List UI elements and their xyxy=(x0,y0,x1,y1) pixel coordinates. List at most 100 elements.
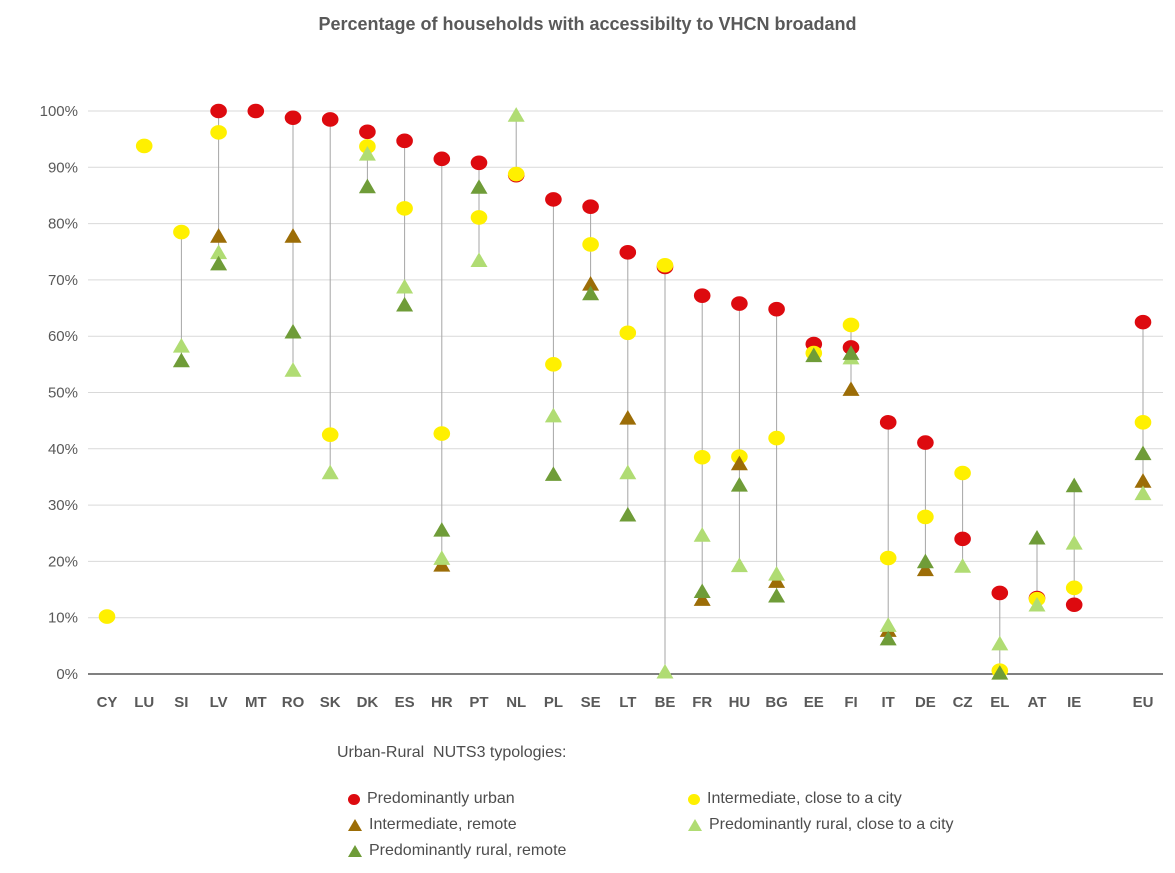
data-point-marker xyxy=(582,276,600,291)
data-point-marker xyxy=(358,145,376,161)
legend-item-label: Intermediate, close to a city xyxy=(707,790,902,807)
y-tick-label: 60% xyxy=(48,328,78,345)
data-point-marker xyxy=(954,465,971,481)
data-point-marker xyxy=(1065,597,1083,613)
data-point-marker xyxy=(768,430,785,446)
x-tick-label-fr: FR xyxy=(692,694,712,711)
x-tick-label-fi: FI xyxy=(844,694,857,711)
x-tick-label-dk: DK xyxy=(357,694,379,711)
data-point-marker xyxy=(768,565,786,581)
data-point-marker xyxy=(1028,529,1046,545)
data-point-marker xyxy=(693,288,711,303)
data-point-marker xyxy=(321,427,339,443)
x-tick-label-de: DE xyxy=(915,694,936,711)
x-tick-label-ie: IE xyxy=(1067,694,1081,711)
data-point-marker xyxy=(768,587,786,603)
data-point-marker xyxy=(507,107,525,122)
y-tick-label: 50% xyxy=(48,385,78,402)
legend-item-urban: Predominantly urban xyxy=(348,790,688,808)
legend-circle-icon xyxy=(688,793,700,805)
chart-title: Percentage of households with accessibil… xyxy=(318,14,857,34)
y-tick-label: 100% xyxy=(40,103,78,120)
data-point-marker xyxy=(470,252,488,267)
x-tick-label-pl: PL xyxy=(544,694,563,711)
data-point-marker xyxy=(321,464,339,480)
data-point-marker xyxy=(619,325,637,341)
series-rural_city xyxy=(172,107,1152,679)
data-point-marker xyxy=(98,609,116,624)
x-tick-label-si: SI xyxy=(174,694,188,711)
data-point-marker xyxy=(321,112,339,127)
data-point-marker xyxy=(916,553,934,569)
series-int_remote xyxy=(210,228,1152,637)
data-point-marker xyxy=(172,352,190,368)
legend-item-label: Predominantly rural, remote xyxy=(369,842,567,859)
series-rural_remote xyxy=(172,178,1152,680)
data-point-marker xyxy=(582,285,600,301)
data-point-marker xyxy=(582,199,599,215)
data-point-marker xyxy=(470,155,488,171)
data-point-marker xyxy=(1134,314,1152,330)
data-point-marker xyxy=(396,201,413,216)
x-tick-label-lv: LV xyxy=(210,694,228,711)
data-point-marker xyxy=(396,278,414,294)
data-point-marker xyxy=(507,166,525,182)
legend-circle-icon xyxy=(348,793,360,805)
x-tick-label-be: BE xyxy=(655,694,676,711)
data-point-marker xyxy=(879,550,897,566)
data-point-marker xyxy=(396,133,413,149)
x-tick-label-hu: HU xyxy=(729,694,751,711)
data-point-marker xyxy=(842,345,860,360)
data-point-marker xyxy=(545,192,562,207)
data-point-marker xyxy=(768,573,786,588)
data-point-marker xyxy=(805,347,823,363)
data-point-marker xyxy=(1028,596,1046,612)
data-point-marker xyxy=(210,255,228,271)
legend-item-rural_remote: Predominantly rural, remote xyxy=(348,842,688,860)
data-point-marker xyxy=(730,477,748,492)
data-point-marker xyxy=(991,585,1009,601)
data-point-marker xyxy=(879,630,897,646)
data-point-marker xyxy=(173,224,190,240)
data-point-marker xyxy=(1065,580,1083,596)
data-point-marker xyxy=(1134,473,1152,488)
x-tick-label-cy: CY xyxy=(97,694,118,711)
y-tick-label: 30% xyxy=(48,497,78,514)
data-point-marker xyxy=(991,635,1009,651)
data-point-marker xyxy=(991,665,1009,680)
x-tick-label-lu: LU xyxy=(134,694,154,711)
data-point-marker xyxy=(284,323,302,339)
x-tick-label-sk: SK xyxy=(320,694,341,711)
data-point-marker xyxy=(210,125,227,140)
legend-item-int_remote: Intermediate, remote xyxy=(348,816,688,834)
data-point-marker xyxy=(470,210,488,225)
data-point-marker xyxy=(656,663,674,679)
data-point-marker xyxy=(693,449,711,465)
data-point-marker xyxy=(954,558,972,573)
x-tick-label-mt: MT xyxy=(245,694,267,711)
data-point-marker xyxy=(172,337,190,353)
data-point-marker xyxy=(210,244,228,260)
legend-item-label: Predominantly urban xyxy=(367,790,515,807)
series-urban xyxy=(210,103,1152,613)
data-point-marker xyxy=(582,237,599,252)
data-point-marker xyxy=(135,138,153,154)
legend-triangle-icon xyxy=(688,819,702,831)
data-point-marker xyxy=(879,617,897,632)
x-axis-labels: CY LU SI LV MT RO SK DK ES HR PT NL PL SE LT BE FR HU BG EE… xyxy=(97,694,1154,711)
data-point-marker xyxy=(693,591,711,606)
data-point-marker xyxy=(210,228,228,243)
data-point-marker xyxy=(358,178,376,194)
data-point-marker xyxy=(656,257,674,273)
gridlines xyxy=(88,110,1163,675)
x-tick-label-ee: EE xyxy=(804,694,824,711)
legend-item-rural_city: Predominantly rural, close to a city xyxy=(688,816,954,834)
data-point-marker xyxy=(768,301,785,317)
y-axis-labels: 0% 10% 20% 30% 40% 50% 60% 70% 80% 90% 100% xyxy=(40,103,78,683)
x-tick-label-ro: RO xyxy=(282,694,305,711)
data-point-marker xyxy=(359,124,376,140)
data-point-marker xyxy=(730,557,748,573)
data-point-marker xyxy=(470,179,488,194)
data-point-marker xyxy=(433,151,451,167)
x-tick-label-it: IT xyxy=(882,694,895,711)
